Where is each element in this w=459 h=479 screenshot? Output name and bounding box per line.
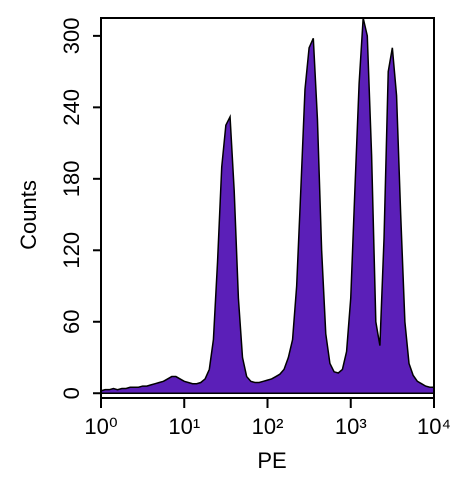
y-tick-label: 300 (59, 18, 84, 55)
y-tick-label: 0 (59, 387, 84, 399)
y-tick-label: 120 (59, 232, 84, 269)
x-tick-label: 10² (252, 414, 284, 439)
x-tick-label: 10⁴ (417, 414, 451, 439)
y-tick-label: 60 (59, 310, 84, 334)
y-tick-label: 180 (59, 160, 84, 197)
y-axis-label: Counts (16, 180, 41, 250)
histogram-area (100, 17, 435, 394)
x-tick-label: 10³ (335, 414, 367, 439)
x-tick-label: 10⁰ (84, 414, 117, 439)
x-axis-label: PE (257, 448, 286, 473)
x-tick-label: 10¹ (168, 414, 200, 439)
y-tick-label: 240 (59, 89, 84, 126)
